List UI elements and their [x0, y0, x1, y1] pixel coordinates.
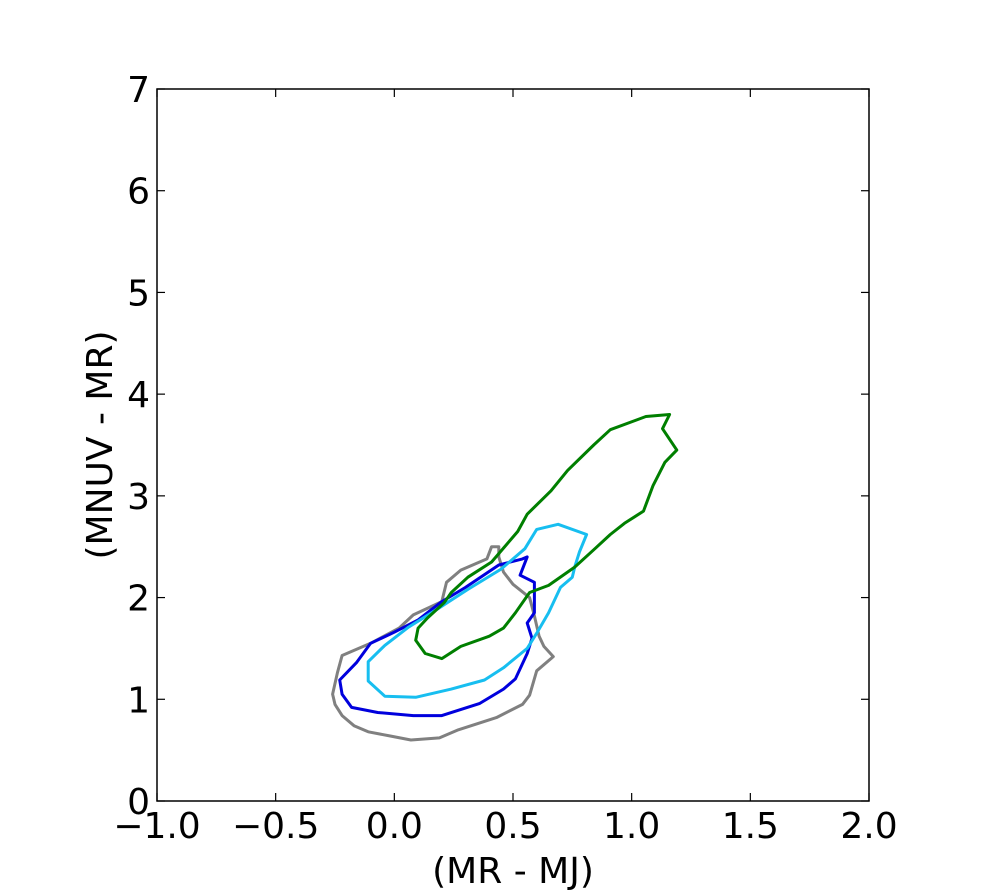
y-tick-label: 7	[127, 70, 150, 111]
y-tick-label: 6	[127, 172, 150, 213]
x-tick-label: 1.0	[603, 806, 660, 847]
y-tick-label: 0	[127, 782, 150, 823]
y-tick-label: 2	[127, 579, 150, 620]
contour-gray	[331, 545, 555, 742]
plot-area	[156, 88, 870, 802]
x-axis-label: (MR - MJ)	[432, 851, 594, 890]
x-tick-label: 0.5	[484, 806, 541, 847]
x-tick-label: 2.0	[840, 806, 897, 847]
series-layer	[331, 413, 679, 742]
contour-blue	[338, 555, 536, 718]
tick-layer: −1.0 −0.5 0.0 0.5 1.0 1.5 2.0 0 1 2 3 4 5 6 7	[113, 70, 897, 847]
y-axis-label: (MNUV - MR)	[80, 330, 121, 559]
x-tick-label: 0.0	[366, 806, 423, 847]
x-tick-label: 1.5	[722, 806, 779, 847]
y-tick-label: 4	[127, 375, 150, 416]
y-tick-label: 3	[127, 477, 150, 518]
contour-green	[414, 413, 679, 661]
y-tick-label: 5	[127, 273, 150, 314]
x-tick-label: −1.0	[113, 806, 200, 847]
x-tick-label: −0.5	[232, 806, 319, 847]
y-tick-label: 1	[127, 680, 150, 721]
